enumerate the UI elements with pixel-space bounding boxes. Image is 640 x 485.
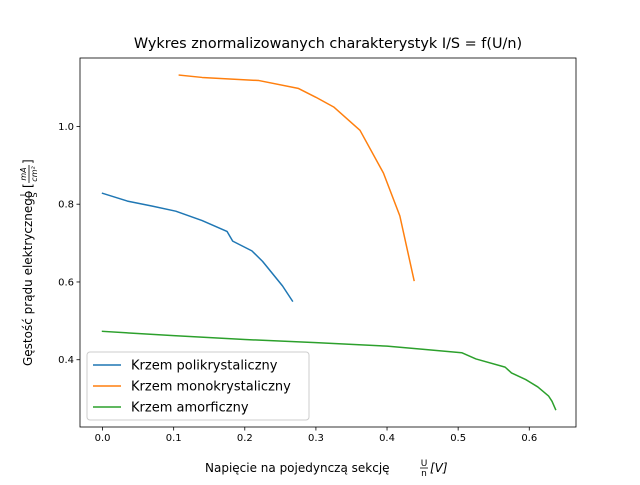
x-tick-label: 0.1 bbox=[166, 433, 182, 444]
x-axis-label-fraction-denominator: n bbox=[421, 469, 427, 479]
x-tick-label: 0.6 bbox=[521, 433, 537, 444]
y-tick-label: 0.8 bbox=[58, 200, 74, 211]
legend-entry-3: Krzem amorficzny bbox=[131, 401, 249, 416]
x-axis-label-fraction-numerator: U bbox=[421, 459, 428, 469]
x-axis-label: Napięcie na pojedynczą sekcję U n [V] bbox=[205, 459, 448, 479]
x-tick-label: 0.3 bbox=[308, 433, 324, 444]
y-axis-label-unit-numerator: mA bbox=[19, 167, 28, 180]
x-tick-label: 0.2 bbox=[237, 433, 253, 444]
axes: 0.0 0.1 0.2 0.3 0.4 0.5 0.6 0.4 0.6 0.8 1.0 bbox=[58, 57, 577, 444]
x-tick-label: 0.5 bbox=[450, 433, 466, 444]
y-axis-label-unit-denominator: cm² bbox=[30, 166, 39, 182]
y-axis-label-bracket-open: [ bbox=[21, 183, 35, 188]
y-axis-label-fraction-numerator: I bbox=[19, 194, 28, 196]
y-axis-label-bracket-close: ] bbox=[21, 159, 35, 164]
y-axis-label: Gęstość prądu elektrycznego I S [ mA cm²… bbox=[19, 159, 39, 366]
axes-frame bbox=[79, 57, 577, 428]
x-axis-label-unit: [V] bbox=[430, 461, 448, 475]
series-line-3 bbox=[101, 330, 557, 411]
y-axis-label-prefix: Gęstość prądu elektrycznego bbox=[21, 187, 35, 366]
x-tick-label: 0.4 bbox=[379, 433, 395, 444]
legend-entry-2: Krzem monokrystaliczny bbox=[131, 380, 291, 395]
chart-title: Wykres znormalizowanych charakterystyk I… bbox=[134, 36, 522, 52]
plot-area bbox=[101, 74, 557, 411]
series-line-2 bbox=[178, 74, 415, 282]
legend-box bbox=[86, 351, 310, 421]
y-axis-label-fraction-denominator: S bbox=[30, 192, 39, 197]
series-line-1 bbox=[101, 192, 294, 303]
y-tick-label: 0.4 bbox=[58, 355, 74, 366]
legend-entry-1: Krzem polikrystaliczny bbox=[131, 359, 278, 374]
x-tick-label: 0.0 bbox=[95, 433, 111, 444]
y-tick-label: 0.6 bbox=[58, 277, 74, 288]
y-tick-label: 1.0 bbox=[58, 122, 74, 133]
legend: Krzem polikrystaliczny Krzem monokrystali… bbox=[86, 351, 310, 421]
x-axis-label-prefix: Napięcie na pojedynczą sekcję bbox=[205, 461, 393, 475]
